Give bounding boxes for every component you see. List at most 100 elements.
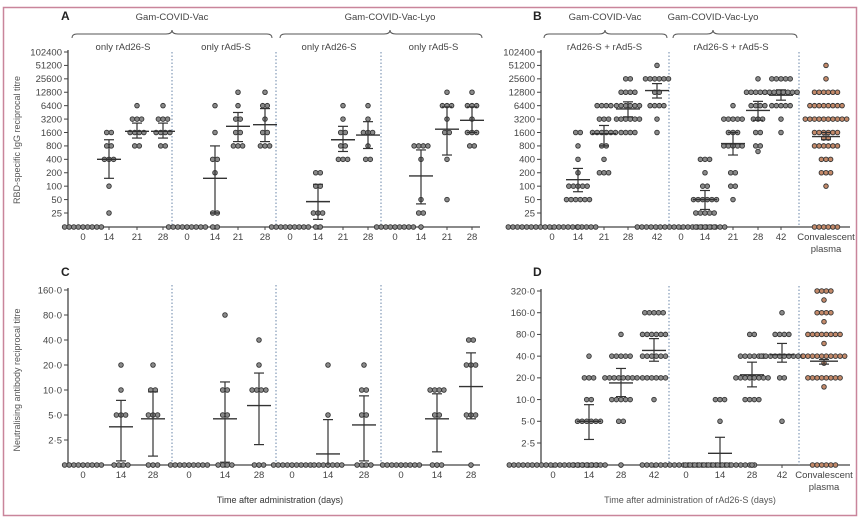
x-tick-label: 42 [649,470,660,481]
data-point [779,418,785,425]
data-point [340,102,346,109]
x-axis-title: Time after administration (days) [217,495,343,505]
data-point [702,156,708,163]
data-point [363,387,370,393]
data-point [230,143,237,149]
data-point [80,462,86,468]
data-point [618,396,624,403]
data-point [706,156,713,163]
data-point [622,76,629,82]
x-tick-label: 0 [550,470,555,481]
data-point [557,462,563,468]
data-point [320,462,327,468]
y-tick-label: 800 [519,141,535,152]
data-point [329,462,336,468]
x-tick-label: 42 [652,232,663,243]
data-point [618,331,624,338]
data-point [407,462,413,468]
data-point [752,129,759,136]
x-tick-label: 21 [233,232,244,243]
data-point [789,89,796,95]
x-tick-label: 0 [80,232,85,243]
data-point [800,353,807,359]
data-point [828,331,834,338]
data-point [431,412,438,418]
data-point [579,462,585,468]
data-point [389,462,395,468]
data-point [237,116,244,122]
data-point [590,375,597,381]
data-point [746,353,753,359]
data-point [644,375,650,381]
data-point [685,224,691,230]
subgroup-title: only rAd5-S [409,42,459,53]
data-point [717,396,723,403]
data-point [648,375,655,381]
y-tick-label: 200 [46,168,62,179]
data-point [632,116,638,122]
data-point [622,89,629,95]
data-point [193,224,199,230]
data-point [393,462,400,468]
data-point [834,102,841,109]
data-point [828,462,834,468]
data-point [697,210,704,216]
data-point [103,129,110,136]
data-point [282,224,289,230]
x-tick-label: 0 [287,232,292,243]
data-point [134,102,140,109]
data-point [823,288,830,294]
data-point [651,102,658,109]
data-point [71,462,77,468]
data-point [472,412,479,418]
data-point [441,129,448,136]
x-tick-label: 14 [416,232,427,243]
data-point [586,196,593,203]
data-point [691,462,698,468]
data-point [667,462,673,468]
data-point [214,156,221,163]
y-tick-label: 40·0 [43,335,62,346]
y-tick-label: 5·0 [521,417,535,428]
data-point [106,210,112,216]
data-point [291,224,298,230]
data-point [596,169,603,176]
data-point [362,156,369,163]
data-point [420,143,427,149]
y-tick-label: 160·0 [511,308,535,319]
data-point [365,116,371,122]
data-point [671,224,677,230]
data-point [396,224,403,230]
data-point [431,387,438,393]
data-point [177,462,183,468]
data-point [145,412,152,418]
data-point [653,462,659,468]
data-point [828,353,834,359]
data-point [61,462,68,468]
data-point [742,462,749,468]
data-point [830,129,836,136]
data-point [565,224,571,230]
panel-label-A: A [61,9,70,23]
data-point [284,462,291,468]
y-tick-label: 51200 [509,61,535,72]
data-point [837,375,843,381]
data-point [253,387,260,393]
data-point [832,353,839,359]
data-point [572,196,579,203]
data-point [755,76,761,82]
data-point [175,224,181,230]
data-point [818,309,825,316]
data-point [264,129,271,136]
x-tick-label: 14 [220,470,231,481]
data-point [643,224,650,230]
data-point [712,396,719,403]
data-point [212,102,218,109]
data-point [687,462,693,468]
data-point [746,331,753,338]
data-point [577,129,584,136]
x-tick-label: 14 [432,470,443,481]
data-point [131,143,138,149]
data-point [429,462,436,468]
data-point [594,102,600,109]
